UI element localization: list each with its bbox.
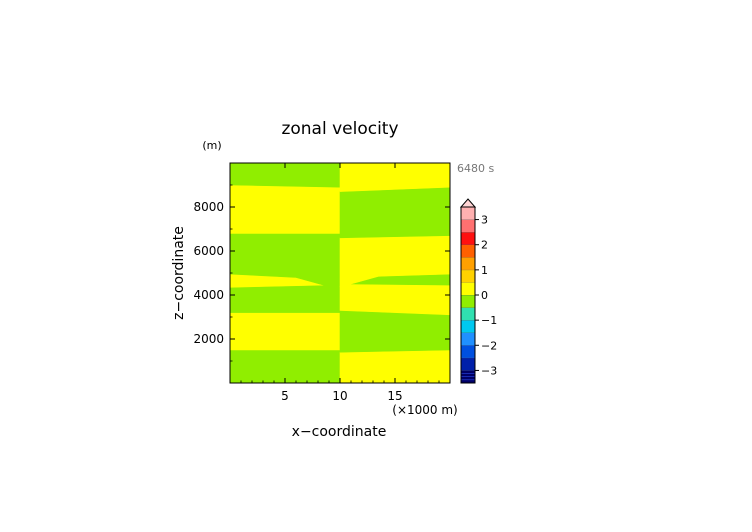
y-axis: 2000 4000 6000 8000 — [193, 184, 450, 362]
colorbar-segment — [461, 320, 475, 333]
colorbar-segment — [461, 307, 475, 321]
y-unit-label: (m) — [202, 139, 221, 152]
colorbar-tick-label: 3 — [481, 214, 488, 227]
contour-region-5 — [229, 184, 341, 234]
colorbar-segment — [461, 219, 475, 233]
x-axis-label: x−coordinate — [292, 424, 387, 440]
colorbar-tick-label: −2 — [481, 339, 497, 352]
y-tick-label: 4000 — [193, 288, 224, 302]
x-tick-label: 10 — [332, 389, 347, 403]
colorbar-tick-label: 0 — [481, 289, 488, 302]
colorbar-segment — [461, 282, 475, 295]
colorbar-segment — [461, 357, 475, 371]
colorbar-segment — [461, 332, 475, 346]
colorbar: 3 2 1 0 −1 −2 −3 — [459, 198, 497, 384]
chart-title: zonal velocity — [281, 119, 398, 139]
colorbar-segment — [461, 207, 475, 220]
y-tick-label: 6000 — [193, 244, 224, 258]
x-tick-label: 15 — [387, 389, 402, 403]
time-label: 6480 s — [457, 162, 494, 175]
contour-region-12 — [339, 186, 451, 239]
colorbar-segment — [461, 244, 475, 258]
colorbar-over-arrow — [459, 198, 477, 208]
y-axis-label: z−coordinate — [171, 226, 187, 320]
plot-area — [229, 162, 451, 384]
contour-region-9 — [339, 283, 451, 316]
y-tick-label: 2000 — [193, 332, 224, 346]
colorbar-segment — [461, 232, 475, 245]
colorbar-tick-label: −1 — [481, 314, 497, 327]
x-tick-label: 5 — [281, 389, 289, 403]
x-axis: 5 10 15 — [240, 163, 440, 403]
contour-region-2 — [229, 284, 341, 313]
colorbar-tick-label: −3 — [481, 364, 497, 377]
colorbar-segment — [461, 257, 475, 270]
x-unit-label: (×1000 m) — [392, 403, 457, 417]
colorbar-tick-label: 1 — [481, 264, 488, 277]
contour-region-1 — [229, 312, 341, 351]
colorbar-segment — [461, 295, 475, 308]
colorbar-tick-label: 2 — [481, 239, 488, 252]
contour-region-8 — [339, 310, 451, 353]
colorbar-segment — [461, 269, 475, 283]
y-tick-label: 8000 — [193, 200, 224, 214]
colorbar-segment — [461, 345, 475, 358]
